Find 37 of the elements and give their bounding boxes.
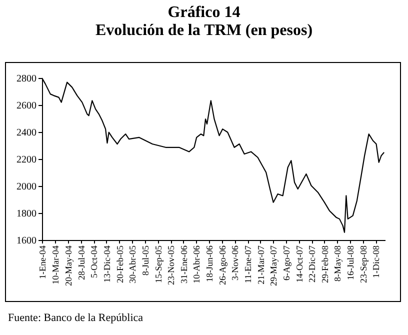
x-tick-label: 20-Feb-05: [114, 245, 125, 283]
source-note: Fuente: Banco de la República: [8, 312, 144, 324]
y-tick-label: 2000: [16, 182, 36, 192]
x-tick-label: 26-Ago-06: [217, 245, 228, 285]
x-tick-label: 1-Ene-04: [38, 245, 48, 279]
x-tick-label: 20-May-04: [64, 245, 74, 286]
y-tick-label: 2600: [16, 100, 36, 112]
x-tick-label: 29-May-07: [268, 245, 279, 286]
x-tick-label: 21-Mar-07: [256, 245, 266, 284]
x-tick-label: 8-Jul-05: [140, 245, 150, 276]
x-tick-label: 31-Ene-06: [178, 245, 189, 284]
x-tick-label: 8-May-08: [332, 245, 343, 282]
x-tick-label: 14-Oct-07: [294, 245, 304, 282]
y-tick-label: 1800: [16, 208, 36, 220]
y-tick-label: 2800: [16, 74, 36, 84]
x-tick-label: 1-Dic-08: [371, 245, 382, 278]
y-tick-label: 1600: [16, 236, 36, 246]
x-tick-label: 6-Ago-07: [281, 245, 292, 280]
x-tick-label: 10-Abr-06: [192, 245, 202, 284]
x-tick-label: 15-Sep-05: [153, 245, 164, 283]
x-tick-label: 3-Nov-06: [230, 245, 240, 280]
x-tick-label: 29-Feb-08: [320, 245, 330, 283]
chart-title: Gráfico 14: [166, 4, 242, 22]
x-tick-label: 16-Jul-08: [346, 245, 356, 280]
x-tick-label: 23-Nov-05: [166, 245, 176, 285]
x-tick-label: 11-Ene-07: [243, 245, 254, 284]
x-tick-label: 5-Oct-04: [89, 245, 100, 278]
x-tick-label: 30-Abr-05: [128, 245, 138, 284]
x-tick-label: 13-Dic-04: [102, 245, 112, 282]
x-tick-label: 18-Jun-06: [204, 245, 215, 282]
x-tick-label: 22-Dic-07: [307, 245, 318, 282]
y-tick-label: 2200: [16, 154, 36, 166]
y-tick-label: 2400: [16, 128, 36, 138]
x-tick-label: 28-Jul-04: [76, 245, 86, 280]
x-tick-label: 23-Sep-08: [358, 245, 368, 283]
chart-subtitle: Evolución de la TRM (en pesos): [94, 22, 314, 40]
x-tick-label: 10-Mar-04: [50, 245, 60, 284]
